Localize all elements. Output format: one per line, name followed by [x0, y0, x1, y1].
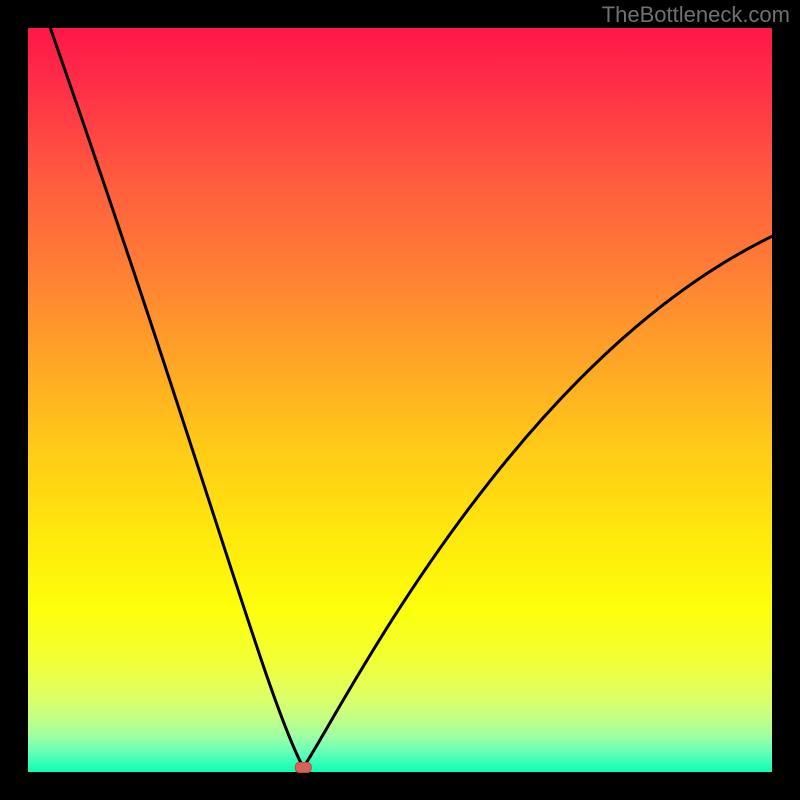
chart-svg	[0, 0, 800, 800]
chart-plot-area	[28, 28, 772, 772]
watermark-text: TheBottleneck.com	[602, 2, 790, 28]
bottleneck-chart: TheBottleneck.com	[0, 0, 800, 800]
optimal-marker	[295, 763, 311, 773]
